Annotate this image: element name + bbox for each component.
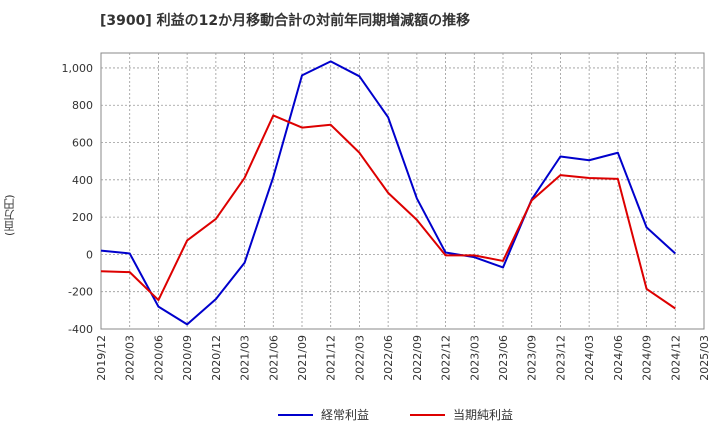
x-tick-label: 2021/03 bbox=[239, 335, 252, 381]
y-tick-label: 800 bbox=[72, 99, 93, 112]
x-tick-label: 2021/06 bbox=[267, 335, 280, 381]
x-tick-label: 2020/12 bbox=[210, 335, 223, 381]
x-tick-label: 2023/12 bbox=[554, 335, 567, 381]
x-tick-label: 2024/03 bbox=[583, 335, 596, 381]
y-tick-label: 400 bbox=[72, 174, 93, 187]
x-tick-label: 2025/03 bbox=[698, 335, 711, 381]
x-tick-label: 2022/03 bbox=[353, 335, 366, 381]
x-tick-label: 2020/06 bbox=[152, 335, 165, 381]
x-tick-label: 2022/12 bbox=[440, 335, 453, 381]
chart-title: [3900] 利益の12か月移動合計の対前年同期増減額の推移 bbox=[100, 13, 471, 29]
y-tick-label: -400 bbox=[68, 323, 93, 336]
y-tick-label: 600 bbox=[72, 137, 93, 150]
series-line-1 bbox=[100, 60, 676, 326]
y-tick-label: 1,000 bbox=[62, 62, 94, 75]
legend-label-2: 当期純利益 bbox=[453, 408, 513, 422]
x-tick-label: 2019/12 bbox=[95, 335, 108, 381]
series-line-2 bbox=[100, 114, 676, 310]
x-tick-label: 2023/09 bbox=[526, 335, 539, 381]
x-tick-label: 2024/09 bbox=[641, 335, 654, 381]
x-tick-label: 2024/12 bbox=[669, 335, 682, 381]
x-tick-label: 2021/12 bbox=[325, 335, 338, 381]
x-tick-label: 2021/09 bbox=[296, 335, 309, 381]
x-tick-label: 2020/09 bbox=[181, 335, 194, 381]
legend-label-1: 経常利益 bbox=[321, 408, 369, 422]
x-tick-label: 2023/06 bbox=[497, 335, 510, 381]
x-tick-label: 2024/06 bbox=[612, 335, 625, 381]
x-tick-label: 2022/06 bbox=[382, 335, 395, 381]
y-tick-label: 200 bbox=[72, 211, 93, 224]
y-tick-label: 0 bbox=[86, 248, 93, 261]
x-tick-label: 2022/09 bbox=[411, 335, 424, 381]
x-tick-label: 2023/03 bbox=[468, 335, 481, 381]
plot-area bbox=[100, 52, 705, 330]
x-tick-label: 2020/03 bbox=[124, 335, 137, 381]
y-tick-label: -200 bbox=[68, 286, 93, 299]
